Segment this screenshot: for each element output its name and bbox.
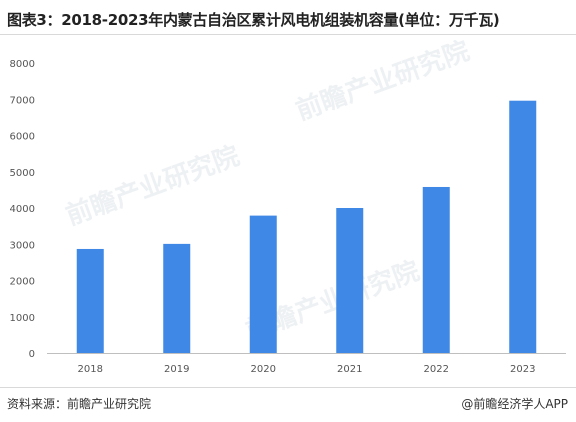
bar-2019 bbox=[163, 243, 191, 353]
x-tick-label: 2018 bbox=[78, 364, 103, 375]
y-tick-label: 3000 bbox=[10, 240, 35, 251]
bars bbox=[76, 100, 537, 353]
x-axis: 2018 2019 2020 2021 2022 2023 bbox=[78, 364, 536, 375]
y-tick-label: 5000 bbox=[10, 168, 35, 179]
x-tick-label: 2019 bbox=[164, 364, 189, 375]
bar-2018 bbox=[76, 248, 104, 353]
bar-2021 bbox=[336, 208, 364, 353]
y-tick-label: 8000 bbox=[10, 59, 35, 70]
y-tick-label: 6000 bbox=[10, 132, 35, 143]
bar-2020 bbox=[249, 215, 277, 353]
y-tick-label: 4000 bbox=[10, 204, 35, 215]
x-tick-label: 2022 bbox=[424, 364, 449, 375]
chart-title: 图表3：2018-2023年内蒙古自治区累计风电机组装机容量(单位：万千瓦) bbox=[7, 11, 500, 29]
credit-note: @前瞻经济学人APP bbox=[461, 397, 568, 411]
bar-2023 bbox=[509, 100, 537, 353]
source-note: 资料来源：前瞻产业研究院 bbox=[7, 397, 152, 411]
title-divider bbox=[0, 34, 576, 35]
y-tick-label: 0 bbox=[29, 349, 35, 360]
x-tick-label: 2021 bbox=[337, 364, 362, 375]
bar-2022 bbox=[422, 186, 450, 353]
watermark-text: 前瞻产业研究院 bbox=[62, 140, 244, 231]
y-tick-label: 2000 bbox=[10, 277, 35, 288]
x-tick-label: 2020 bbox=[251, 364, 276, 375]
x-tick-label: 2023 bbox=[510, 364, 535, 375]
footer-divider bbox=[0, 387, 576, 388]
y-axis: 0 1000 2000 3000 4000 5000 6000 7000 8000 bbox=[10, 59, 35, 360]
watermark-text: 前瞻产业研究院 bbox=[292, 40, 474, 127]
y-tick-label: 7000 bbox=[10, 95, 35, 106]
y-tick-label: 1000 bbox=[10, 313, 35, 324]
